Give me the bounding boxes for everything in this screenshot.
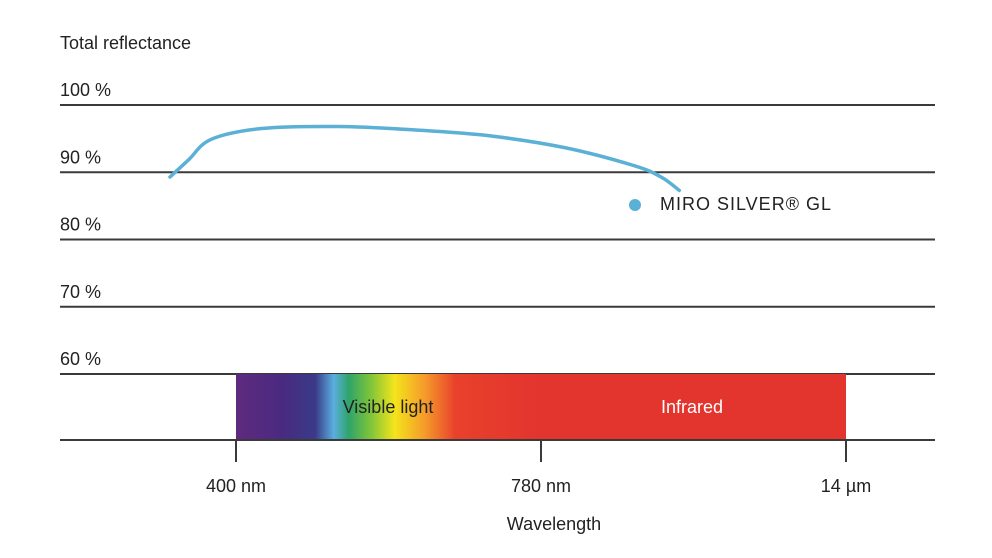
y-tick-label: 80 % [60, 215, 101, 235]
y-tick-label: 60 % [60, 349, 101, 369]
y-tick-labels: 100 % 90 % 80 % 70 % 60 % [60, 80, 111, 369]
x-axis-title: Wavelength [507, 514, 601, 534]
y-axis-title: Total reflectance [60, 33, 191, 53]
gridlines [60, 104, 935, 375]
visible-light-band [236, 374, 541, 440]
x-tick-label-780nm: 780 nm [511, 476, 571, 496]
infrared-band [540, 374, 846, 440]
y-tick-label: 70 % [60, 282, 101, 302]
legend-label: MIRO SILVER® GL [660, 194, 832, 214]
y-tick-label: 100 % [60, 80, 111, 100]
series-line-miro-silver-gl [168, 124, 682, 193]
x-tick-label-14um: 14 µm [821, 476, 871, 496]
infrared-label: Infrared [661, 397, 723, 417]
x-tick-label-400nm: 400 nm [206, 476, 266, 496]
legend-marker [629, 199, 641, 211]
visible-light-label: Visible light [343, 397, 434, 417]
y-tick-label: 90 % [60, 147, 101, 167]
